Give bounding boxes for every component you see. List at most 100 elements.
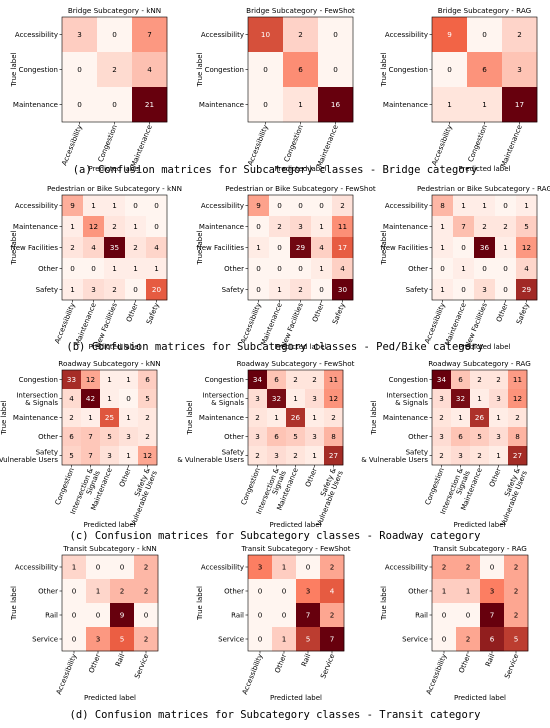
heatmap-cell	[290, 237, 312, 259]
cell-value-label: 2	[144, 563, 149, 572]
x-tick-label: Accessibility	[423, 302, 447, 345]
heatmap-cell	[489, 370, 509, 390]
x-tick-label: Other	[488, 467, 503, 489]
cell-value-label: 2	[466, 563, 471, 572]
y-axis-label: True label	[0, 400, 8, 435]
heatmap-cell	[432, 87, 468, 123]
cell-value-label: 2	[298, 30, 303, 39]
cell-value-label: 1	[458, 413, 463, 422]
x-axis-label: Predicted label	[458, 165, 510, 173]
cell-value-label: 1	[91, 201, 96, 210]
heatmap-cell	[495, 216, 517, 238]
cell-value-label: 1	[88, 413, 93, 422]
cell-value-label: 2	[439, 413, 444, 422]
y-tick-label: Maintenance	[199, 101, 244, 109]
cell-value-label: 8	[515, 432, 520, 441]
heatmap-cell	[456, 579, 481, 604]
cell-value-label: 2	[133, 243, 138, 252]
x-tick-label: Service	[319, 653, 336, 680]
heatmap-cell	[502, 52, 538, 88]
x-axis-label: Predicted label	[453, 521, 505, 529]
x-tick-label: Other	[311, 302, 326, 324]
heatmap-cell	[62, 408, 82, 428]
confusion-matrix-panel: Bridge Subcategory - FewShot 10 2 0 0 6 0 0 1 16 A…	[196, 6, 355, 173]
heatmap-cell	[470, 427, 490, 447]
heatmap-cell	[290, 216, 312, 238]
heatmap-cell	[286, 389, 306, 409]
cell-value-label: 2	[293, 375, 298, 384]
y-axis-label: True label	[196, 52, 204, 87]
heatmap-cell	[508, 427, 528, 447]
cell-value-label: 3	[91, 285, 96, 294]
cell-value-label: 2	[120, 587, 125, 596]
heatmap-cell	[97, 17, 133, 53]
heatmap-cell	[305, 389, 325, 409]
cell-value-label: 6	[274, 432, 279, 441]
heatmap-cell	[269, 237, 291, 259]
cell-value-label: 0	[126, 394, 131, 403]
y-tick-label: Service	[32, 635, 58, 643]
heatmap-cell	[502, 87, 538, 123]
cell-value-label: 4	[147, 65, 152, 74]
cell-value-label: 5	[69, 451, 74, 460]
cell-value-label: 0	[91, 264, 96, 273]
cell-value-label: 0	[333, 65, 338, 74]
cell-value-label: 4	[524, 264, 529, 273]
cell-value-label: 26	[475, 413, 485, 422]
x-tick-label: Safety	[145, 302, 161, 326]
cell-value-label: 9	[256, 201, 261, 210]
heatmap-cell	[146, 216, 168, 238]
heatmap-cell	[489, 408, 509, 428]
y-tick-label: Service	[402, 635, 428, 643]
x-tick-label: Other	[125, 302, 140, 324]
heatmap-cell	[119, 389, 139, 409]
heatmap-cell	[456, 555, 481, 580]
cell-value-label: 5	[145, 394, 150, 403]
x-axis-label: Predicted label	[269, 521, 321, 529]
heatmap-cell	[100, 389, 120, 409]
heatmap-cell	[286, 446, 306, 466]
cell-value-label: 1	[503, 243, 508, 252]
heatmap-cell	[508, 389, 528, 409]
heatmap-cell	[286, 427, 306, 447]
cell-value-label: 34	[253, 375, 263, 384]
x-axis-label: Predicted label	[88, 343, 140, 351]
cell-value-label: 1	[461, 201, 466, 210]
y-tick-label: Congestion	[389, 66, 428, 74]
x-tick-label: Maintenance	[500, 124, 524, 169]
heatmap-cell	[97, 87, 133, 123]
cell-value-label: 1	[126, 451, 131, 460]
x-tick-label: Rail	[114, 653, 126, 668]
heatmap-cell	[81, 427, 101, 447]
cell-value-label: 33	[67, 375, 76, 384]
heatmap-cell	[267, 370, 287, 390]
y-tick-label: Accessibility	[385, 202, 428, 210]
cell-value-label: 1	[72, 563, 77, 572]
heatmap-cell	[516, 237, 538, 259]
heatmap-cell	[474, 216, 496, 238]
heatmap-cell	[504, 555, 529, 580]
heatmap-cell	[324, 446, 344, 466]
heatmap-cell	[110, 555, 135, 580]
heatmap-cell	[451, 446, 471, 466]
cell-value-label: 26	[291, 413, 301, 422]
heatmap-cell	[451, 389, 471, 409]
cell-value-label: 0	[442, 611, 447, 620]
heatmap-cell	[104, 195, 126, 217]
cell-value-label: 1	[461, 264, 466, 273]
heatmap-cell	[125, 258, 147, 280]
cell-value-label: 2	[255, 413, 260, 422]
cell-value-label: 1	[440, 222, 445, 231]
heatmap-cell	[286, 408, 306, 428]
cell-value-label: 1	[282, 635, 287, 644]
cell-value-label: 0	[133, 201, 138, 210]
heatmap-cell	[305, 370, 325, 390]
heatmap-cell	[269, 279, 291, 301]
cell-value-label: 1	[442, 587, 447, 596]
cell-value-label: 17	[515, 100, 524, 109]
cell-value-label: 3	[458, 451, 463, 460]
cell-value-label: 6	[490, 635, 495, 644]
heatmap-cell	[125, 237, 147, 259]
cell-value-label: 2	[255, 451, 260, 460]
